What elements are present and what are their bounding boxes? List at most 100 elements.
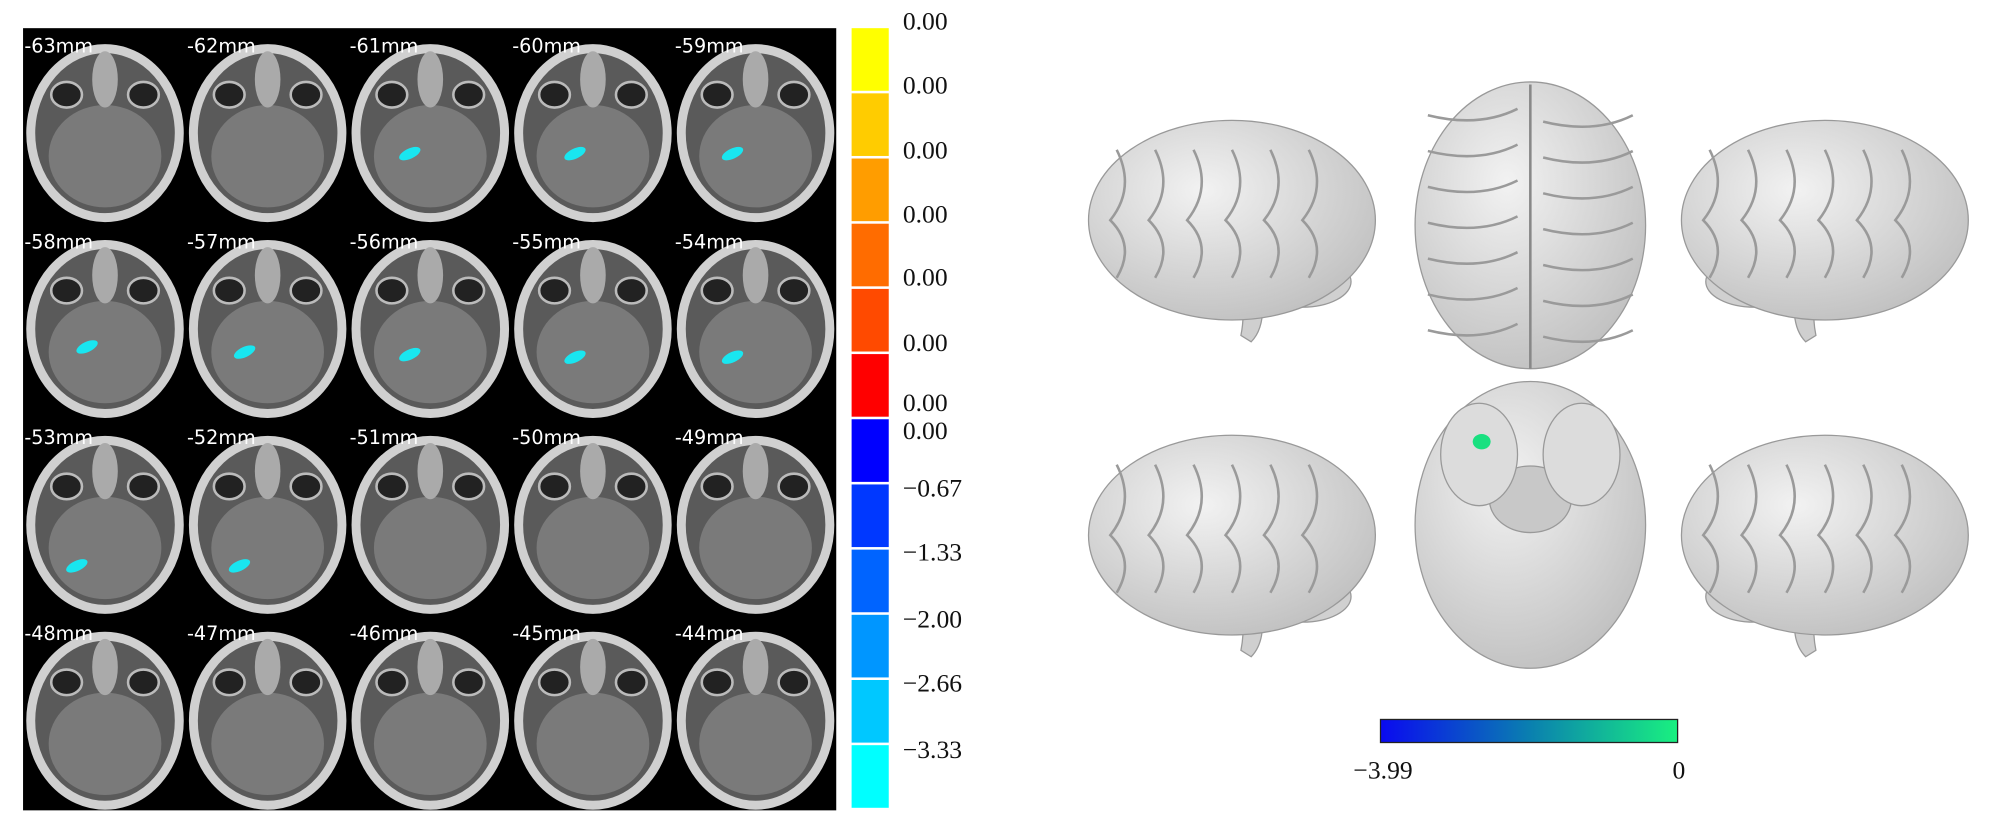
slice-label: -59mm bbox=[675, 34, 744, 57]
colorbar-label: 0.00 bbox=[903, 200, 948, 229]
eye bbox=[614, 276, 648, 305]
brain-tissue bbox=[699, 692, 812, 795]
eye bbox=[49, 472, 84, 501]
eye bbox=[49, 668, 84, 697]
surface-views bbox=[1087, 81, 1969, 669]
gyrus bbox=[1223, 149, 1242, 279]
eye bbox=[614, 472, 648, 501]
gyrus bbox=[1262, 464, 1280, 594]
brain-tissue bbox=[536, 692, 650, 795]
slice-label: -51mm bbox=[350, 426, 419, 449]
colorbar-label: −0.67 bbox=[903, 474, 962, 503]
brain-tissue bbox=[373, 300, 487, 404]
activation bbox=[721, 146, 744, 161]
gyrus bbox=[1778, 149, 1796, 279]
brain-tissue bbox=[536, 496, 650, 600]
slice-label: -60mm bbox=[512, 34, 581, 57]
nasal bbox=[417, 638, 444, 696]
colorbar-label: 0.00 bbox=[903, 262, 948, 291]
colorbar-segment bbox=[851, 745, 889, 808]
activation bbox=[399, 347, 421, 362]
brain-tissue bbox=[211, 496, 324, 600]
nasal bbox=[580, 638, 606, 696]
eye bbox=[212, 80, 246, 109]
colorbar-label: 0.00 bbox=[903, 388, 948, 417]
slice-label: -44mm bbox=[675, 622, 744, 645]
eye bbox=[777, 472, 811, 501]
activation bbox=[721, 350, 744, 364]
nasal bbox=[417, 51, 444, 108]
nasal bbox=[92, 442, 118, 500]
brain-tissue bbox=[211, 104, 324, 208]
slice-label: -61mm bbox=[350, 34, 419, 57]
eye bbox=[452, 668, 486, 697]
brain-tissue bbox=[48, 104, 162, 208]
slice-label: -53mm bbox=[24, 426, 93, 449]
colorbar-label: 0.00 bbox=[903, 416, 948, 445]
nasal bbox=[742, 638, 769, 696]
colorbar-segment bbox=[851, 614, 889, 678]
nasal bbox=[92, 638, 118, 696]
activation bbox=[76, 340, 98, 354]
nasal bbox=[92, 51, 118, 108]
gyrus bbox=[1146, 464, 1165, 594]
eye bbox=[537, 668, 572, 697]
colorbar-segment bbox=[851, 549, 889, 613]
gyrus bbox=[1816, 464, 1835, 594]
nasal bbox=[580, 247, 606, 304]
brain-tissue bbox=[211, 300, 324, 404]
activation bbox=[228, 559, 251, 573]
colorbar-segment bbox=[851, 679, 889, 743]
nasal bbox=[254, 638, 281, 696]
eye bbox=[537, 80, 572, 109]
nasal bbox=[742, 51, 769, 108]
eye bbox=[614, 80, 648, 109]
nasal bbox=[254, 51, 281, 108]
gyrus bbox=[1855, 149, 1873, 279]
colorbar-label: −2.00 bbox=[903, 604, 962, 633]
brain-tissue bbox=[536, 300, 650, 404]
gyrus bbox=[1300, 464, 1319, 594]
colorbar-segment bbox=[851, 288, 889, 352]
gyrus bbox=[1778, 464, 1796, 594]
colorbar-label: 0.00 bbox=[903, 70, 948, 99]
slice-label: -50mm bbox=[512, 426, 581, 449]
gyrus bbox=[1816, 149, 1835, 279]
gyrus bbox=[1300, 149, 1319, 279]
gyrus bbox=[1427, 179, 1634, 200]
brain-tissue bbox=[373, 496, 487, 600]
gyrus bbox=[1427, 322, 1634, 344]
brain-tissue bbox=[211, 692, 324, 795]
eye bbox=[375, 80, 409, 109]
slice-label: -47mm bbox=[187, 622, 256, 645]
eye bbox=[212, 276, 246, 305]
colorbar-label: 0.00 bbox=[903, 136, 948, 165]
colorbar-segment bbox=[851, 93, 889, 156]
gyrus bbox=[1427, 286, 1634, 308]
brain-tissue bbox=[373, 692, 487, 795]
slice-label: -52mm bbox=[187, 426, 256, 449]
colorbar-segment bbox=[851, 223, 889, 287]
eye bbox=[777, 668, 811, 697]
gyrus bbox=[1427, 143, 1634, 164]
eye bbox=[700, 276, 734, 305]
gyrus bbox=[1855, 464, 1873, 594]
brain-tissue bbox=[536, 104, 650, 208]
brain-tissue bbox=[699, 496, 812, 600]
eye bbox=[126, 668, 161, 697]
nasal bbox=[92, 247, 118, 304]
activation bbox=[233, 345, 256, 359]
nasal bbox=[580, 442, 606, 500]
brain-tissue bbox=[699, 104, 812, 208]
eye bbox=[452, 276, 486, 305]
slice-label: -56mm bbox=[350, 230, 419, 253]
brain-tissue bbox=[699, 300, 812, 404]
nasal bbox=[254, 247, 281, 304]
slice-label: -49mm bbox=[675, 426, 744, 449]
colorbar-segment bbox=[851, 354, 889, 417]
eye bbox=[375, 668, 409, 697]
nasal bbox=[742, 442, 769, 500]
eye bbox=[700, 472, 734, 501]
surface-colorbar-min: −3.99 bbox=[1353, 755, 1412, 784]
